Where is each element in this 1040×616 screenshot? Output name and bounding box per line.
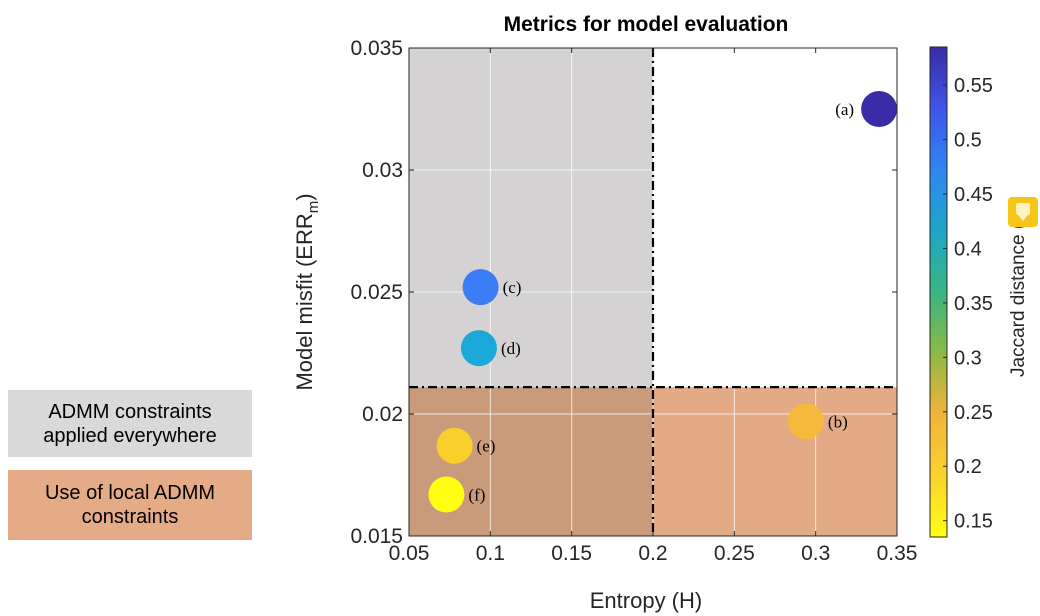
colorbar-tick-label: 0.45 (954, 184, 993, 206)
colorbar-label: Jaccard distance (J) (1008, 207, 1029, 377)
data-point-label: (c) (503, 278, 522, 297)
data-point-label: (f) (468, 486, 485, 505)
data-point (462, 269, 499, 306)
x-tick-label: 0.2 (638, 542, 667, 565)
colorbar-tick-label: 0.3 (954, 347, 982, 369)
y-tick-label: 0.015 (350, 525, 403, 548)
x-tick-label: 0.35 (877, 542, 918, 565)
data-point-label: (b) (828, 412, 848, 431)
x-tick-label: 0.15 (551, 542, 592, 565)
legend-gray-box: ADMM constraints applied everywhere (8, 390, 252, 457)
y-axis-ticks: 0.015 0.02 0.025 0.03 0.035 (350, 37, 897, 548)
legend-orange-label: Use of local ADMM constraints (44, 482, 216, 528)
legend-gray-label: ADMM constraints applied everywhere (43, 400, 217, 447)
x-axis-label: Entropy (H) (590, 588, 702, 613)
threshold-layer (409, 48, 897, 536)
data-point (460, 330, 497, 367)
data-point (436, 427, 473, 464)
region-orange-left (409, 387, 653, 536)
data-point-label: (a) (835, 100, 854, 119)
colorbar-tick-label: 0.5 (954, 130, 982, 152)
y-axis-label-main: Model misfit (ERR (292, 213, 317, 390)
colorbar (929, 46, 948, 538)
colorbar-tick-label: 0.15 (954, 511, 993, 533)
region-orange-right (653, 387, 897, 536)
data-point-label: (e) (477, 437, 496, 456)
comment-note-icon[interactable] (1008, 197, 1038, 227)
y-tick-label: 0.03 (362, 159, 403, 182)
legend-orange-box: Use of local ADMM constraints (8, 470, 252, 540)
y-tick-label: 0.025 (350, 281, 403, 304)
x-tick-label: 0.3 (801, 542, 830, 565)
colorbar-tick-label: 0.2 (954, 456, 982, 478)
y-axis-label-sub: m (305, 201, 322, 214)
y-tick-label: 0.02 (362, 403, 403, 426)
colorbar-tick-label: 0.4 (954, 238, 982, 260)
y-axis-label-end: ) (292, 193, 317, 200)
x-tick-label: 0.1 (476, 542, 505, 565)
data-point (787, 403, 824, 440)
chart-title: Metrics for model evaluation (504, 13, 789, 36)
data-point-label: (d) (501, 339, 521, 358)
points-layer: (a) (b) (c) (d) (e) (f) (428, 91, 898, 513)
colorbar-tick-label: 0.35 (954, 293, 993, 315)
x-tick-label: 0.25 (714, 542, 755, 565)
colorbar-tick-label: 0.25 (954, 402, 993, 424)
y-axis-label: Model misfit (ERRm) (292, 193, 322, 390)
colorbar-ticks: 0.15 0.2 0.25 0.3 0.35 0.4 0.45 0.5 0.55 (943, 75, 993, 533)
x-axis-ticks: 0.05 0.1 0.15 0.2 0.25 0.3 0.35 (389, 48, 918, 565)
data-point (861, 91, 898, 127)
data-point (428, 476, 465, 513)
y-tick-label: 0.035 (350, 37, 403, 60)
region-gray (409, 48, 653, 388)
x-tick-label: 0.05 (389, 542, 430, 565)
colorbar-tick-label: 0.55 (954, 75, 993, 97)
